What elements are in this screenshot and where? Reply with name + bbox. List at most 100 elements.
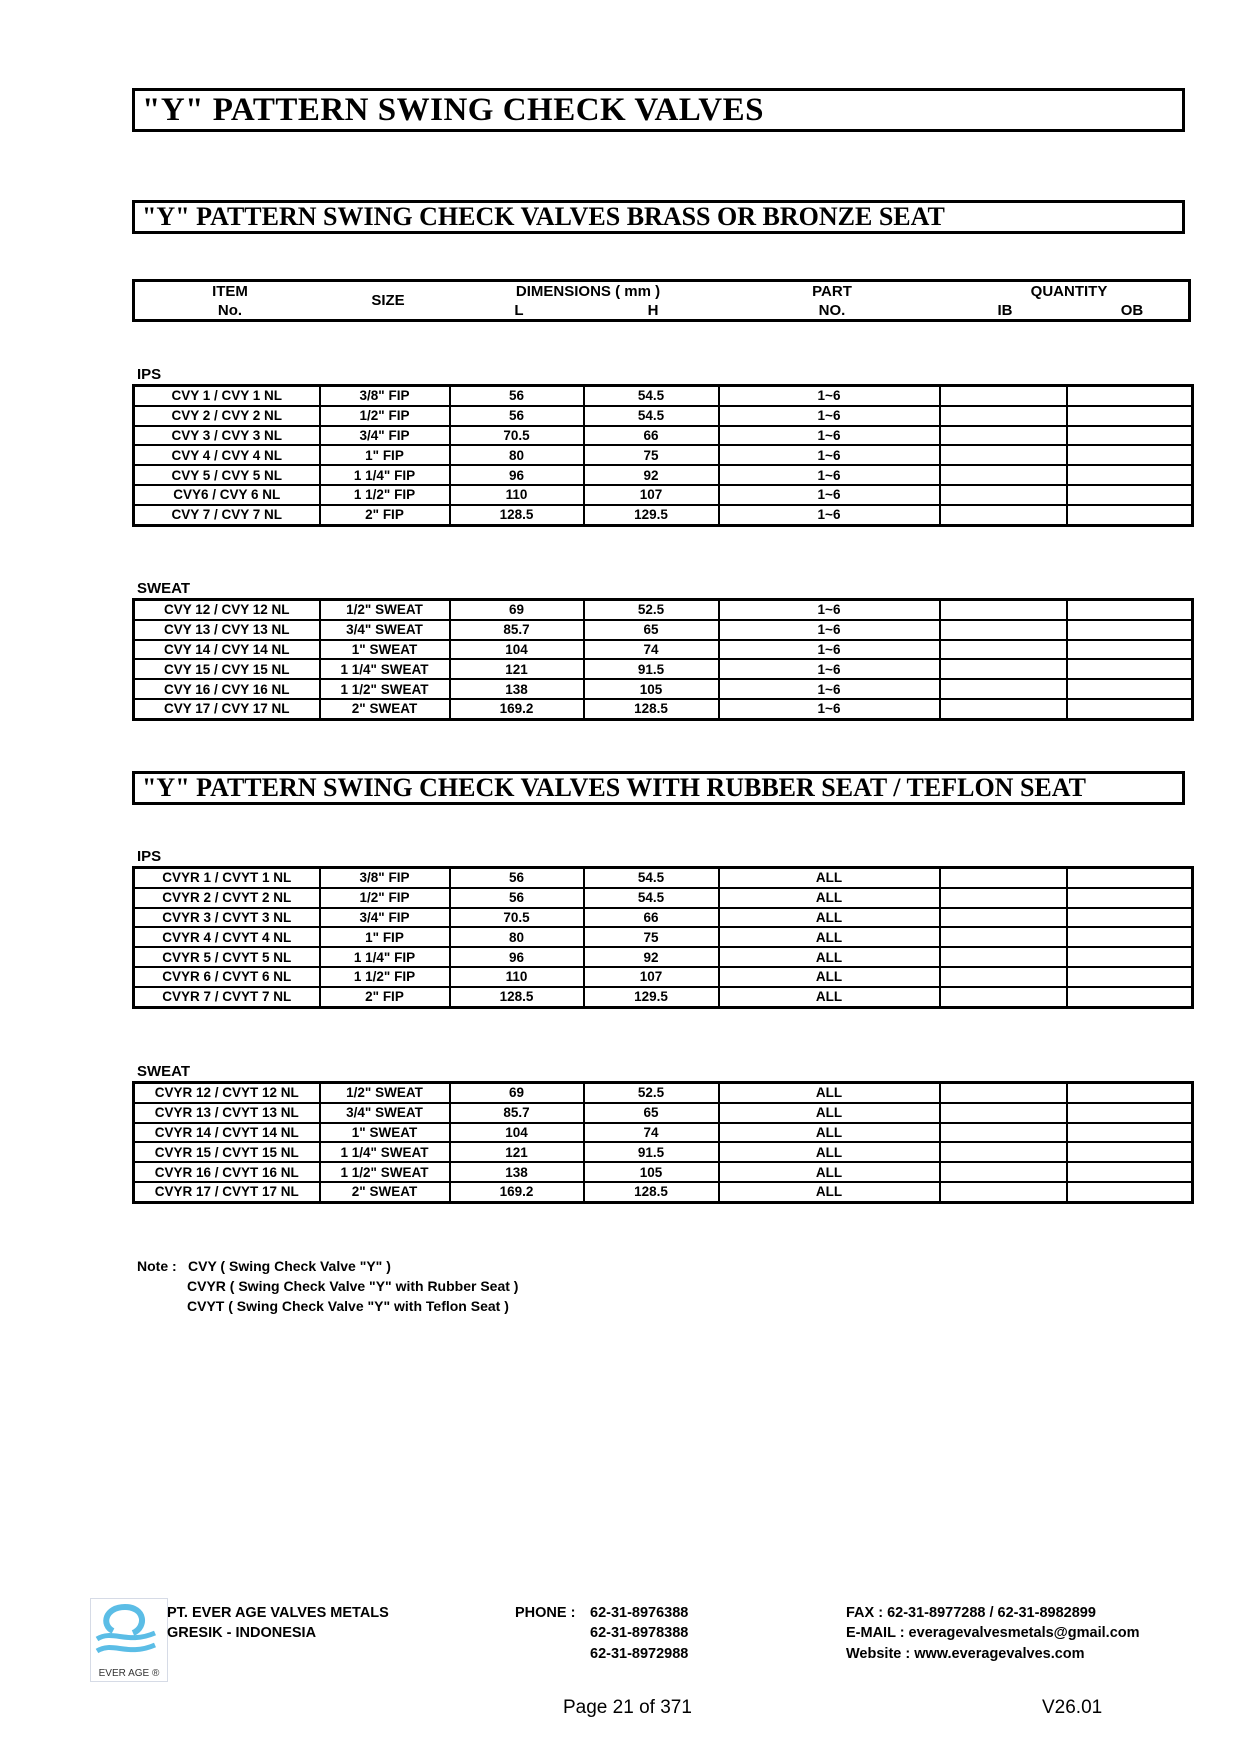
- cell-qty-ib: [938, 503, 1068, 527]
- cell-size: 1 1/4" FIP: [318, 946, 451, 968]
- phone-number: 62-31-8976388: [590, 1605, 689, 1621]
- cell-part-no: 1~6: [717, 658, 941, 681]
- table-row: CVYR 12 / CVYT 12 NL 1/2" SWEAT 69 52.5 ALL: [132, 1081, 1194, 1104]
- group-label-ips: IPS: [137, 848, 162, 865]
- wave-logo-icon: [95, 1603, 156, 1654]
- phone-number: 62-31-8972988: [590, 1646, 689, 1662]
- cell-item-no: CVYR 17 / CVYT 17 NL: [132, 1180, 321, 1204]
- cell-dim-h: 91.5: [582, 1141, 720, 1164]
- cell-dim-l: 104: [448, 1121, 585, 1144]
- table-row: CVY 15 / CVY 15 NL 1 1/4" SWEAT 121 91.5 1~6: [132, 658, 1194, 681]
- cell-dim-h: 75: [582, 444, 720, 467]
- cell-dim-h: 105: [582, 678, 720, 700]
- cell-dim-l: 96: [448, 946, 585, 968]
- cell-size: 1 1/2" FIP: [318, 965, 451, 988]
- email: E-MAIL : everagevalvesmetals@gmail.com: [846, 1625, 1140, 1641]
- cell-qty-ob: [1065, 384, 1194, 407]
- cell-item-no: CVYR 13 / CVYT 13 NL: [132, 1101, 321, 1124]
- cell-qty-ib: [938, 638, 1068, 661]
- cell-qty-ob: [1065, 618, 1194, 641]
- cell-dim-l: 69: [448, 1081, 585, 1104]
- cell-size: 1" FIP: [318, 444, 451, 467]
- header-quantity: QUANTITY: [1030, 283, 1108, 300]
- cell-qty-ob: [1065, 946, 1194, 968]
- cell-part-no: 1~6: [717, 638, 941, 661]
- table-sweat-brass: CVY 12 / CVY 12 NL 1/2" SWEAT 69 52.5 1~6 CVY…: [132, 598, 1194, 721]
- cell-part-no: 1~6: [717, 483, 941, 506]
- cell-part-no: 1~6: [717, 464, 941, 486]
- cell-qty-ib: [938, 1161, 1068, 1183]
- cell-qty-ib: [938, 444, 1068, 467]
- cell-item-no: CVY 15 / CVY 15 NL: [132, 658, 321, 681]
- table-row: CVY 4 / CVY 4 NL 1" FIP 80 75 1~6: [132, 444, 1194, 467]
- cell-qty-ob: [1065, 638, 1194, 661]
- table-row: CVY 7 / CVY 7 NL 2" FIP 128.5 129.5 1~6: [132, 503, 1194, 527]
- cell-part-no: 1~6: [717, 404, 941, 427]
- header-h: H: [647, 302, 659, 319]
- cell-qty-ob: [1065, 1161, 1194, 1183]
- cell-size: 3/4" SWEAT: [318, 618, 451, 641]
- group-label-ips: IPS: [137, 366, 162, 383]
- table-sweat-rubber: CVYR 12 / CVYT 12 NL 1/2" SWEAT 69 52.5 ALL C…: [132, 1081, 1194, 1204]
- table-row: CVYR 13 / CVYT 13 NL 3/4" SWEAT 85.7 65 ALL: [132, 1101, 1194, 1124]
- cell-qty-ib: [938, 965, 1068, 988]
- cell-qty-ib: [938, 1081, 1068, 1104]
- cell-qty-ib: [938, 618, 1068, 641]
- cell-dim-h: 105: [582, 1161, 720, 1183]
- cell-dim-h: 66: [582, 906, 720, 929]
- cell-size: 1 1/4" FIP: [318, 464, 451, 486]
- table-row: CVYR 5 / CVYT 5 NL 1 1/4" FIP 96 92 ALL: [132, 946, 1194, 968]
- cell-dim-l: 128.5: [448, 503, 585, 527]
- cell-part-no: ALL: [717, 1161, 941, 1183]
- cell-dim-l: 128.5: [448, 985, 585, 1009]
- cell-dim-h: 107: [582, 483, 720, 506]
- table-row: CVY 5 / CVY 5 NL 1 1/4" FIP 96 92 1~6: [132, 464, 1194, 486]
- cell-part-no: ALL: [717, 965, 941, 988]
- cell-size: 1/2" SWEAT: [318, 598, 451, 621]
- cell-size: 1 1/4" SWEAT: [318, 658, 451, 681]
- cell-dim-h: 74: [582, 1121, 720, 1144]
- company-location: GRESIK - INDONESIA: [167, 1625, 317, 1641]
- phone-number: 62-31-8978388: [590, 1625, 689, 1641]
- cell-size: 1 1/4" SWEAT: [318, 1141, 451, 1164]
- cell-qty-ob: [1065, 503, 1194, 527]
- cell-item-no: CVYR 1 / CVYT 1 NL: [132, 866, 321, 889]
- cell-item-no: CVYR 15 / CVYT 15 NL: [132, 1141, 321, 1164]
- cell-item-no: CVYR 4 / CVYT 4 NL: [132, 926, 321, 949]
- page-title: "Y" PATTERN SWING CHECK VALVES: [132, 88, 1185, 132]
- note-line: CVYR ( Swing Check Valve "Y" with Rubber…: [187, 1278, 519, 1294]
- table-row: CVY 12 / CVY 12 NL 1/2" SWEAT 69 52.5 1~6: [132, 598, 1194, 621]
- cell-dim-h: 54.5: [582, 866, 720, 889]
- table-row: CVYR 15 / CVYT 15 NL 1 1/4" SWEAT 121 91.5 A…: [132, 1141, 1194, 1164]
- cell-item-no: CVYR 7 / CVYT 7 NL: [132, 985, 321, 1009]
- cell-dim-h: 74: [582, 638, 720, 661]
- cell-qty-ob: [1065, 598, 1194, 621]
- table-row: CVY6 / CVY 6 NL 1 1/2" FIP 110 107 1~6: [132, 483, 1194, 506]
- cell-dim-h: 66: [582, 424, 720, 447]
- cell-qty-ib: [938, 678, 1068, 700]
- table-row: CVYR 17 / CVYT 17 NL 2" SWEAT 169.2 128.5 AL…: [132, 1180, 1194, 1204]
- cell-part-no: ALL: [717, 1180, 941, 1204]
- cell-dim-l: 138: [448, 678, 585, 700]
- table-row: CVYR 2 / CVYT 2 NL 1/2" FIP 56 54.5 ALL: [132, 886, 1194, 909]
- cell-size: 3/4" FIP: [318, 424, 451, 447]
- cell-dim-h: 75: [582, 926, 720, 949]
- cell-qty-ib: [938, 384, 1068, 407]
- cell-size: 1/2" FIP: [318, 886, 451, 909]
- cell-part-no: ALL: [717, 926, 941, 949]
- cell-part-no: ALL: [717, 886, 941, 909]
- table-row: CVY 17 / CVY 17 NL 2" SWEAT 169.2 128.5 1~6: [132, 697, 1194, 721]
- cell-dim-h: 92: [582, 946, 720, 968]
- table-row: CVYR 4 / CVYT 4 NL 1" FIP 80 75 ALL: [132, 926, 1194, 949]
- table-row: CVYR 3 / CVYT 3 NL 3/4" FIP 70.5 66 ALL: [132, 906, 1194, 929]
- cell-qty-ob: [1065, 483, 1194, 506]
- cell-qty-ob: [1065, 1081, 1194, 1104]
- cell-qty-ob: [1065, 1121, 1194, 1144]
- cell-qty-ib: [938, 424, 1068, 447]
- cell-item-no: CVY 7 / CVY 7 NL: [132, 503, 321, 527]
- note-line: CVYT ( Swing Check Valve "Y" with Teflon…: [187, 1298, 509, 1314]
- cell-qty-ob: [1065, 866, 1194, 889]
- cell-part-no: 1~6: [717, 618, 941, 641]
- cell-qty-ib: [938, 886, 1068, 909]
